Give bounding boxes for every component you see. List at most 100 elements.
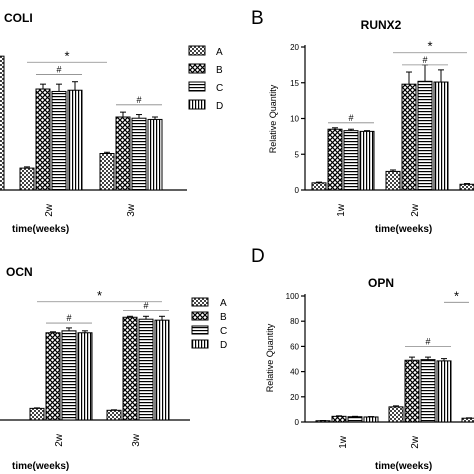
panel-coli: COLI 2w 3w#*# time(weeks) — [0, 11, 187, 235]
x-tick-label: 3w — [131, 433, 142, 447]
bar-coli-b — [35, 88, 51, 191]
bar-ocn-b — [45, 332, 61, 421]
y-tick-label: 20 — [290, 43, 299, 52]
bar-coli-a — [19, 167, 35, 191]
panel-letter-d: D — [251, 246, 265, 267]
significance-star: * — [427, 39, 432, 54]
legend-swatch-c — [188, 81, 206, 92]
bar-runx2-b — [401, 83, 417, 191]
plot-coli: 2w 3w#*# — [0, 48, 187, 217]
significance-star: * — [64, 48, 69, 63]
legend-label-c: C — [216, 83, 223, 94]
x-tick-label: 2w — [410, 203, 421, 217]
bar-opn-a — [461, 417, 474, 423]
bar-runx2-d — [359, 130, 375, 191]
legend-swatch-ocn-d — [191, 339, 209, 349]
bar-runx2-d — [433, 81, 449, 191]
x-axis-label-opn: time(weeks) — [375, 461, 432, 472]
bar-opn-a — [388, 406, 404, 423]
bar-ocn-a — [106, 409, 122, 421]
bar-runx2-a — [385, 170, 401, 191]
bar-opn-d — [363, 416, 379, 423]
bar-runx2-a — [459, 183, 474, 191]
panel-title-opn: OPN — [368, 276, 394, 290]
x-axis-label-ocn: time(weeks) — [12, 461, 69, 472]
bar-ocn-b — [122, 316, 138, 421]
panel-opn: D OPN Relative Quantity 0 20 40 60 80 100 1w 2w… — [251, 246, 474, 472]
legend-label-ocn-c: C — [220, 326, 227, 337]
significance-hash: # — [56, 64, 61, 74]
plot-opn: 0 20 40 60 80 100 1w 2w # * — [286, 288, 474, 449]
bar-runx2-a — [311, 182, 327, 191]
x-tick-label: 2w — [410, 435, 421, 449]
bar-coli-c — [131, 117, 147, 191]
x-tick-label: 2w — [54, 433, 65, 447]
bar-ocn-d — [154, 319, 170, 421]
y-tick-label: 0 — [295, 186, 300, 195]
y-tick-label: 10 — [290, 115, 299, 124]
panel-letter-b: B — [251, 8, 264, 29]
plot-ocn: 2w 3w # # * — [0, 288, 190, 447]
bar-opn-b — [404, 359, 420, 423]
significance-hash: # — [425, 336, 430, 346]
significance-star: * — [454, 288, 459, 303]
bar-opn-c — [347, 416, 363, 423]
x-tick-label: 2w — [44, 203, 55, 217]
legend-swatch-ocn-b — [191, 311, 209, 321]
bar-coli-d — [67, 89, 83, 191]
legend-label-a: A — [216, 47, 223, 58]
legend-swatch-ocn-a — [191, 297, 209, 307]
bar-ocn-c — [138, 318, 154, 421]
y-tick-label: 5 — [295, 150, 300, 159]
y-axis-label-opn: Relative Quantity — [265, 323, 275, 392]
y-tick-label: 20 — [290, 393, 299, 402]
significance-hash: # — [143, 300, 148, 310]
bar-runx2-c — [343, 130, 359, 191]
significance-hash: # — [66, 313, 71, 323]
x-axis-label-runx2: time(weeks) — [375, 224, 432, 235]
y-tick-label: 15 — [290, 79, 299, 88]
x-tick-label: 1w — [336, 203, 347, 217]
y-tick-label: 100 — [286, 292, 300, 301]
legend-swatch-a — [188, 45, 206, 56]
legend-label-ocn-b: B — [220, 312, 227, 323]
legend-label-b: B — [216, 65, 223, 76]
y-tick-label: 40 — [290, 368, 299, 377]
panel-title-runx2: RUNX2 — [361, 18, 402, 32]
y-tick-label: 80 — [290, 317, 299, 326]
x-tick-label: 3w — [126, 203, 137, 217]
bar-coli-b — [115, 116, 131, 191]
legend-label-ocn-a: A — [220, 298, 227, 309]
bar-ocn-d — [77, 332, 93, 421]
legend-swatch-ocn-c — [191, 325, 209, 335]
bar-runx2-b — [327, 128, 343, 191]
bar-coli-partial — [0, 55, 5, 191]
legend-label-d: D — [216, 101, 223, 112]
bar-opn-b — [331, 415, 347, 423]
bar-coli-a — [99, 153, 115, 191]
bar-ocn-c — [61, 330, 77, 421]
x-axis-label-coli: time(weeks) — [12, 224, 69, 235]
bar-opn-d — [436, 360, 452, 423]
legend-swatch-b — [188, 63, 206, 74]
bar-ocn-a — [29, 407, 45, 421]
panel-title-ocn: OCN — [6, 265, 33, 279]
panel-title-coli: COLI — [4, 11, 33, 25]
bar-opn-c — [420, 359, 436, 423]
y-axis-label-runx2: Relative Quantity — [268, 84, 278, 153]
y-tick-label: 60 — [290, 342, 299, 351]
significance-star: * — [97, 288, 102, 303]
legend-swatch-d — [188, 99, 206, 110]
x-tick-label: 1w — [338, 435, 349, 449]
significance-hash: # — [348, 113, 353, 123]
panel-runx2: B RUNX2 Relative Quantity 0 5 10 15 20 1w 2w # #… — [251, 8, 474, 235]
legend-label-ocn-d: D — [220, 340, 227, 351]
bar-runx2-c — [417, 80, 433, 191]
panel-ocn: OCN 2w 3w # # * time(weeks) — [0, 265, 190, 472]
bar-coli-c — [51, 90, 67, 191]
y-tick-label: 0 — [295, 418, 300, 427]
significance-hash: # — [136, 95, 141, 105]
